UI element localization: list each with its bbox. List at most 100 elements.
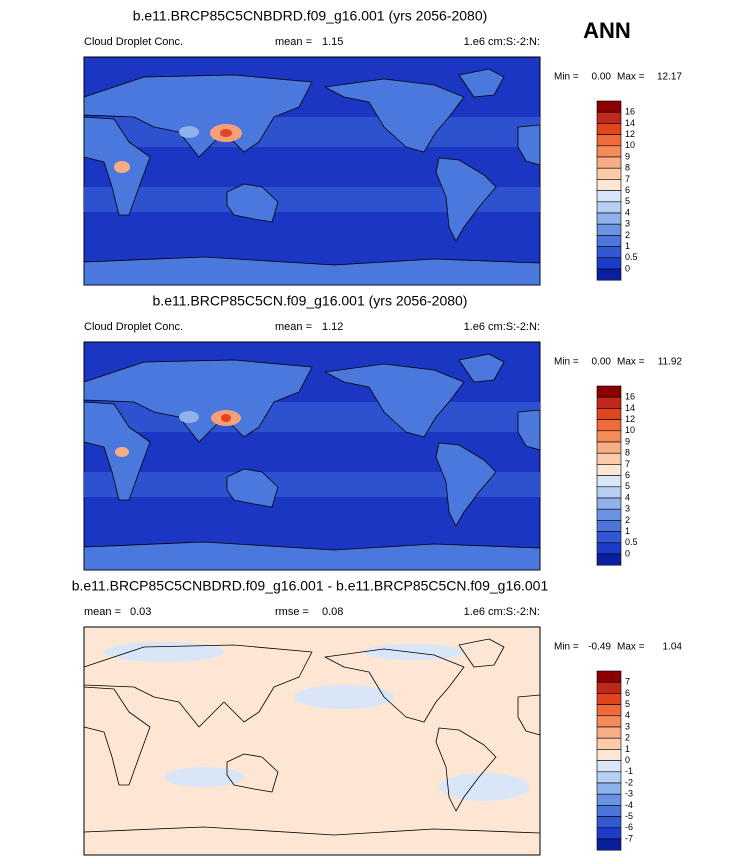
colorbar-label: 3 (625, 504, 630, 514)
colorbar-label: -5 (625, 811, 633, 821)
min-label: Min = (554, 357, 579, 368)
colorbar-box (596, 156, 622, 169)
colorbar-box (596, 452, 622, 465)
stat-value: 0.08 (322, 606, 343, 618)
colorbar-label: -6 (625, 822, 633, 832)
colorbar-label: 6 (625, 470, 630, 480)
max-label: Max = (617, 642, 645, 653)
map-patch (164, 767, 244, 787)
colorbar-label: -2 (625, 777, 633, 787)
colorbar-label: 4 (625, 492, 630, 502)
colorbar-label: -4 (625, 800, 633, 810)
colorbar-box (596, 670, 622, 683)
colorbar-box (596, 190, 622, 203)
colorbar-label: 12 (625, 414, 635, 424)
colorbar-label: 9 (625, 436, 630, 446)
colorbar-label: 7 (625, 174, 630, 184)
colorbar-box (596, 520, 622, 532)
map-patch (439, 773, 529, 801)
colorbar-label: 2 (625, 733, 630, 743)
colorbar-box (596, 816, 622, 829)
colorbar-box (596, 508, 622, 521)
colorbar-label: 7 (625, 677, 630, 687)
map-hotspot (179, 126, 199, 138)
colorbar-box (596, 100, 622, 113)
colorbar-box (596, 737, 622, 750)
map-patch (104, 642, 224, 662)
min-value: 0.00 (592, 72, 612, 83)
colorbar-box (596, 827, 622, 840)
colorbar-box (596, 145, 622, 158)
colorbar-label: 1 (625, 241, 630, 251)
colorbar-box (596, 793, 622, 806)
colorbar-box (596, 385, 622, 398)
units-label: 1.e6 cm:S:-2:N: (464, 606, 540, 618)
colorbar-label: 9 (625, 151, 630, 161)
colorbar-box (596, 123, 622, 135)
colorbar-box (596, 212, 622, 225)
colorbar-box (596, 419, 622, 432)
stat-label: rmse = (275, 606, 309, 618)
colorbar-label: 4 (625, 207, 630, 217)
colorbar-label: -7 (625, 833, 633, 843)
colorbar-label: 6 (625, 185, 630, 195)
colorbar-label: 0 (625, 263, 630, 273)
colorbar-box (596, 681, 622, 694)
map-patch (294, 685, 394, 709)
colorbar-box (596, 542, 622, 555)
colorbar-box (596, 201, 622, 214)
colorbar-box (596, 464, 622, 476)
colorbar-box (596, 749, 622, 761)
colorbar-box (596, 693, 622, 705)
colorbar-label: 7 (625, 459, 630, 469)
colorbar-label: 0.5 (625, 252, 638, 262)
field-label: Cloud Droplet Conc. (84, 321, 183, 333)
map-hotspot (115, 447, 129, 457)
colorbar-box (596, 782, 622, 795)
min-label: Min = (554, 72, 579, 83)
colorbar-box (596, 134, 622, 147)
colorbar-label: 14 (625, 118, 635, 128)
colorbar-box (596, 408, 622, 420)
colorbar-box (596, 531, 622, 544)
panel-title: b.e11.BRCP85C5CNBDRD.f09_g16.001 - b.e11… (72, 578, 549, 594)
colorbar-label: -1 (625, 766, 633, 776)
map-panel (83, 56, 541, 286)
colorbar-box (596, 396, 622, 409)
colorbar-label: 4 (625, 710, 630, 720)
colorbar-box (596, 838, 622, 851)
colorbar-label: 0 (625, 755, 630, 765)
stat-label: mean = (84, 606, 121, 618)
colorbar-label: 5 (625, 196, 630, 206)
colorbar-label: 6 (625, 688, 630, 698)
map-panel (83, 626, 541, 856)
colorbar-box (596, 715, 622, 728)
colorbar-label: 0 (625, 548, 630, 558)
colorbar-label: 8 (625, 163, 630, 173)
panel-title: b.e11.BRCP85C5CNBDRD.f09_g16.001 (yrs 20… (133, 8, 488, 24)
map-panel (83, 341, 541, 571)
colorbar-label: 16 (625, 107, 635, 117)
colorbar-label: -3 (625, 789, 633, 799)
map-background (83, 626, 541, 856)
colorbar-box (596, 704, 622, 717)
stat-label: mean = (275, 36, 312, 48)
colorbar-label: 5 (625, 699, 630, 709)
colorbar-box (596, 167, 622, 180)
colorbar-box (596, 475, 622, 488)
map-hotspot (220, 129, 232, 137)
colorbar-box (596, 486, 622, 499)
colorbar-box (596, 805, 622, 817)
colorbar-label: 2 (625, 230, 630, 240)
colorbar-box (596, 235, 622, 247)
max-value: 12.17 (657, 72, 682, 83)
colorbar-label: 3 (625, 219, 630, 229)
colorbar-label: 0.5 (625, 537, 638, 547)
colorbar-box (596, 246, 622, 259)
colorbar-label: 10 (625, 425, 635, 435)
season-label: ANN (583, 18, 631, 43)
stat-value: 0.03 (130, 606, 151, 618)
field-label: Cloud Droplet Conc. (84, 36, 183, 48)
colorbar-box (596, 257, 622, 270)
